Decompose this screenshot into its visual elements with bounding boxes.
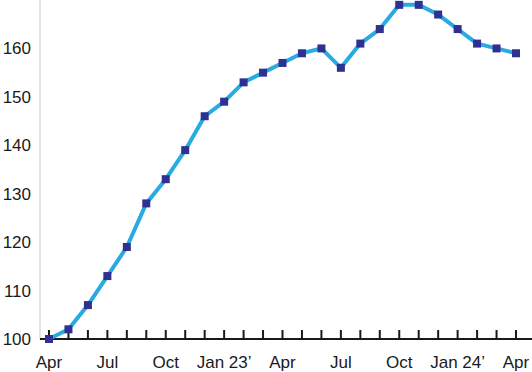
x-tick xyxy=(204,330,206,339)
x-tick-label: Jul xyxy=(330,353,352,372)
x-tick-label: Apr xyxy=(36,353,63,372)
x-tick xyxy=(476,330,478,339)
data-point xyxy=(201,112,209,120)
data-point xyxy=(162,175,170,183)
x-tick-label: Jan 24’ xyxy=(430,353,485,372)
data-point xyxy=(240,78,248,86)
x-tick xyxy=(223,330,225,339)
x-tick xyxy=(496,330,498,339)
data-point xyxy=(317,44,325,52)
x-tick xyxy=(243,330,245,339)
y-tick-label: 110 xyxy=(4,282,31,301)
x-tick xyxy=(457,330,459,339)
x-tick-label: Apr xyxy=(503,353,530,372)
y-tick-label: 150 xyxy=(3,88,31,107)
data-point xyxy=(84,301,92,309)
data-line xyxy=(49,5,516,339)
chart: 100 110 120 130 140 150 160 Apr Jul Oct Jan 23’ Apr… xyxy=(0,0,532,372)
data-point xyxy=(45,335,53,343)
data-point xyxy=(142,199,150,207)
plot-area xyxy=(45,1,520,343)
data-point xyxy=(493,44,501,52)
data-point xyxy=(298,49,306,57)
y-tick-label: 130 xyxy=(3,185,31,204)
x-tick xyxy=(145,330,147,339)
data-point xyxy=(356,40,364,48)
data-point xyxy=(64,325,72,333)
x-tick xyxy=(418,330,420,339)
data-point xyxy=(123,243,131,251)
x-tick xyxy=(282,330,284,339)
x-tick xyxy=(87,330,89,339)
x-tick-label: Oct xyxy=(153,353,180,372)
x-tick xyxy=(262,330,264,339)
x-tick xyxy=(106,330,108,339)
x-tick xyxy=(515,330,517,339)
x-tick xyxy=(359,330,361,339)
x-tick xyxy=(340,330,342,339)
data-point xyxy=(103,272,111,280)
data-point xyxy=(512,49,520,57)
data-point xyxy=(415,1,423,9)
x-tick xyxy=(126,330,128,339)
y-axis-line xyxy=(40,0,41,339)
y-tick-label: 160 xyxy=(3,39,31,58)
data-point xyxy=(395,1,403,9)
x-tick xyxy=(301,330,303,339)
x-tick xyxy=(398,330,400,339)
x-tick xyxy=(320,330,322,339)
x-tick-label: Oct xyxy=(386,353,413,372)
x-tick xyxy=(379,330,381,339)
x-tick-label: Jul xyxy=(97,353,119,372)
x-tick-label: Jan 23’ xyxy=(197,353,252,372)
data-point xyxy=(279,59,287,67)
x-tick xyxy=(165,330,167,339)
data-point xyxy=(181,146,189,154)
x-tick xyxy=(184,330,186,339)
x-tick xyxy=(437,330,439,339)
y-tick-label: 120 xyxy=(3,233,31,252)
y-tick-label: 140 xyxy=(3,136,31,155)
data-point xyxy=(434,11,442,19)
data-point xyxy=(376,25,384,33)
data-point xyxy=(220,98,228,106)
data-point xyxy=(259,69,267,77)
x-tick-label: Apr xyxy=(269,353,296,372)
y-tick-label: 100 xyxy=(3,330,31,349)
data-point xyxy=(473,40,481,48)
data-point xyxy=(454,25,462,33)
data-point xyxy=(337,64,345,72)
